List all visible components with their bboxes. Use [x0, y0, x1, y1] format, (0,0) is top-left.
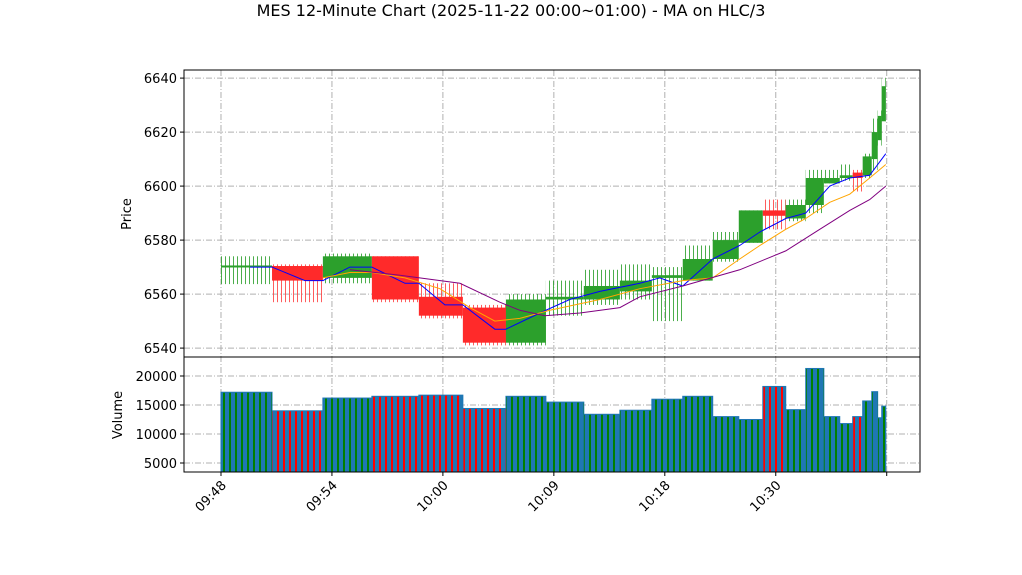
candle-body: [505, 299, 546, 343]
price-tick-label: 6600: [144, 180, 177, 195]
volume-bar: [839, 423, 854, 473]
candle-body: [852, 172, 863, 178]
candle-body: [462, 307, 506, 343]
candle-body: [871, 132, 878, 160]
volume-bar: [877, 417, 883, 473]
volume-bar: [682, 395, 714, 473]
candle-body: [418, 296, 463, 316]
ma-slow-line: [349, 185, 887, 317]
volume-bar: [371, 395, 420, 473]
candle-body: [805, 177, 824, 205]
candle-body: [682, 258, 713, 281]
time-tick-label: 09:48: [193, 478, 230, 515]
ma-mid-line: [322, 164, 887, 322]
candle-body: [785, 204, 806, 219]
volume-bar: [862, 400, 873, 473]
volume-bar: [852, 416, 864, 473]
price-tick-label: 6540: [144, 342, 177, 357]
volume-tick-label: 5000: [144, 457, 177, 472]
volume-bar: [271, 410, 324, 473]
volume-bar: [712, 416, 740, 473]
volume-bar: [462, 407, 507, 473]
candle-wick: [852, 169, 863, 192]
candle-body: [712, 240, 739, 259]
volume-bar: [545, 401, 585, 473]
candle-body: [839, 175, 853, 178]
volume-bar: [505, 395, 547, 473]
volume-bar: [322, 397, 373, 473]
time-tick-label: 10:30: [747, 478, 784, 515]
candle-body: [371, 256, 419, 300]
volume-bar: [583, 413, 621, 473]
candle-body: [738, 210, 763, 243]
volume-panel-frame: [183, 356, 921, 473]
candle-body: [862, 156, 872, 176]
volume-bar: [220, 391, 273, 473]
volume-bar: [738, 418, 764, 473]
candle-body: [877, 115, 882, 141]
price-tick-label: 6580: [144, 234, 177, 249]
volume-tick-label: 15000: [136, 399, 177, 414]
candle-wick: [220, 256, 273, 285]
volume-bar: [805, 367, 825, 473]
volume-axis-label: Volume: [111, 391, 126, 439]
candle-body: [823, 177, 840, 184]
time-tick-label: 09:54: [304, 478, 341, 515]
volume-bar: [762, 385, 787, 473]
price-tick-label: 6620: [144, 126, 177, 141]
time-tick-label: 10:09: [526, 478, 563, 515]
chart-title: MES 12-Minute Chart (2025-11-22 00:00~01…: [257, 1, 766, 20]
volume-tick-label: 10000: [136, 428, 177, 443]
volume-tick-label: 20000: [136, 370, 177, 385]
volume-bar: [651, 398, 684, 473]
volume-bar: [785, 409, 807, 473]
volume-bar: [871, 391, 879, 473]
candle-body: [651, 275, 683, 278]
time-tick-label: 10:18: [637, 478, 674, 515]
volume-bar: [881, 405, 887, 473]
candle-body: [881, 86, 886, 122]
time-tick-label: 10:00: [415, 478, 452, 515]
price-tick-label: 6640: [144, 72, 177, 87]
ma-fast-line: [250, 153, 887, 330]
price-axis-label: Price: [120, 198, 135, 230]
price-tick-label: 6560: [144, 288, 177, 303]
candle-body: [545, 296, 584, 300]
volume-bar: [619, 409, 653, 473]
volume-bar: [823, 416, 841, 473]
candle-body: [762, 210, 786, 216]
volume-bar: [418, 394, 464, 473]
candle-body: [619, 280, 652, 292]
candle-body: [220, 265, 273, 268]
candle-body: [272, 266, 323, 281]
